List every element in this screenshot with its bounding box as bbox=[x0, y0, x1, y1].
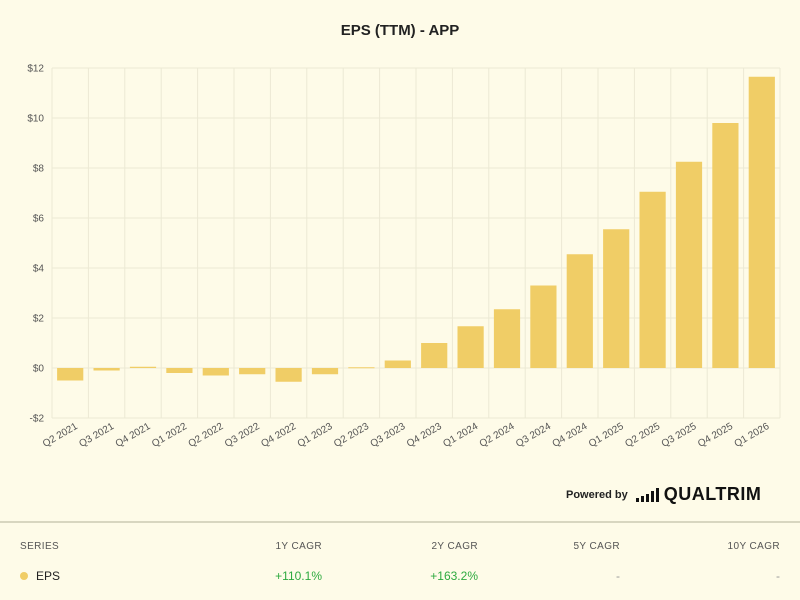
bar bbox=[530, 285, 557, 368]
bar bbox=[675, 161, 703, 368]
x-tick-label: Q1 2025 bbox=[587, 421, 626, 450]
y-tick-label: $0 bbox=[33, 364, 45, 375]
value-2y-cagr: +163.2% bbox=[430, 569, 478, 583]
cagr-table-header: SERIES 1Y CAGR 2Y CAGR 5Y CAGR 10Y CAGR bbox=[20, 538, 780, 558]
x-tick-label: Q4 2021 bbox=[114, 421, 153, 450]
x-tick-label: Q2 2025 bbox=[623, 421, 662, 450]
bar bbox=[493, 309, 521, 368]
x-tick-label: Q4 2025 bbox=[696, 421, 735, 450]
bar bbox=[639, 191, 666, 368]
bar bbox=[93, 368, 120, 371]
qualtrim-logo-text: QUALTRIM bbox=[663, 484, 762, 504]
header-10y-cagr: 10Y CAGR bbox=[727, 541, 780, 552]
x-tick-label: Q2 2024 bbox=[478, 421, 517, 450]
x-tick-label: Q1 2023 bbox=[296, 421, 335, 450]
x-tick-label: Q4 2022 bbox=[259, 421, 298, 450]
bar bbox=[603, 229, 630, 368]
value-10y-cagr: - bbox=[776, 569, 780, 583]
powered-by-branding[interactable]: Powered by QUALTRIM bbox=[566, 484, 761, 505]
signal-bars-icon bbox=[635, 487, 659, 502]
x-tick-label: Q3 2024 bbox=[514, 421, 553, 450]
x-tick-label: Q2 2022 bbox=[187, 421, 226, 450]
bar bbox=[311, 368, 339, 375]
bar bbox=[348, 367, 375, 369]
x-tick-label: Q1 2026 bbox=[733, 421, 772, 450]
x-tick-label: Q4 2023 bbox=[405, 421, 444, 450]
series-name-cell: EPS bbox=[20, 569, 60, 583]
x-tick-label: Q3 2023 bbox=[369, 421, 408, 450]
series-color-dot bbox=[20, 571, 28, 580]
x-tick-label: Q4 2024 bbox=[551, 421, 590, 450]
table-divider bbox=[0, 521, 800, 523]
header-2y-cagr: 2Y CAGR bbox=[431, 541, 478, 552]
header-5y-cagr: 5Y CAGR bbox=[573, 541, 620, 552]
qualtrim-logo: QUALTRIM bbox=[635, 484, 762, 505]
bar bbox=[457, 326, 484, 368]
x-tick-label: Q1 2024 bbox=[441, 421, 480, 450]
y-tick-label: $6 bbox=[33, 214, 45, 225]
bar bbox=[275, 368, 302, 382]
bar bbox=[166, 368, 193, 373]
bar bbox=[57, 368, 84, 381]
bar bbox=[421, 343, 448, 368]
x-tick-label: Q1 2022 bbox=[150, 421, 189, 450]
bar bbox=[748, 76, 775, 368]
header-1y-cagr: 1Y CAGR bbox=[275, 541, 322, 552]
x-tick-label: Q2 2023 bbox=[332, 421, 371, 450]
x-tick-label: Q3 2025 bbox=[660, 421, 699, 450]
y-tick-label: $12 bbox=[27, 64, 44, 75]
bar bbox=[384, 360, 411, 368]
y-tick-label: $10 bbox=[27, 114, 44, 125]
x-tick-label: Q2 2021 bbox=[41, 421, 80, 450]
table-row[interactable]: EPS +110.1% +163.2% - - bbox=[20, 566, 780, 586]
x-tick-label: Q3 2022 bbox=[223, 421, 262, 450]
y-tick-label: $8 bbox=[33, 164, 45, 175]
value-1y-cagr: +110.1% bbox=[275, 569, 322, 583]
chart-title: EPS (TTM) - APP bbox=[340, 22, 460, 39]
x-tick-label: Q3 2021 bbox=[77, 421, 116, 450]
y-tick-label: $4 bbox=[33, 264, 45, 275]
bar bbox=[566, 254, 593, 368]
series-name: EPS bbox=[36, 569, 61, 583]
bar bbox=[712, 123, 739, 368]
y-tick-label: -$2 bbox=[30, 414, 45, 425]
value-5y-cagr: - bbox=[616, 569, 620, 583]
header-series: SERIES bbox=[20, 541, 60, 552]
bar bbox=[239, 368, 266, 375]
powered-by-text: Powered by bbox=[566, 488, 628, 501]
bar bbox=[129, 366, 157, 368]
bar bbox=[202, 368, 229, 376]
y-tick-label: $2 bbox=[33, 314, 45, 325]
